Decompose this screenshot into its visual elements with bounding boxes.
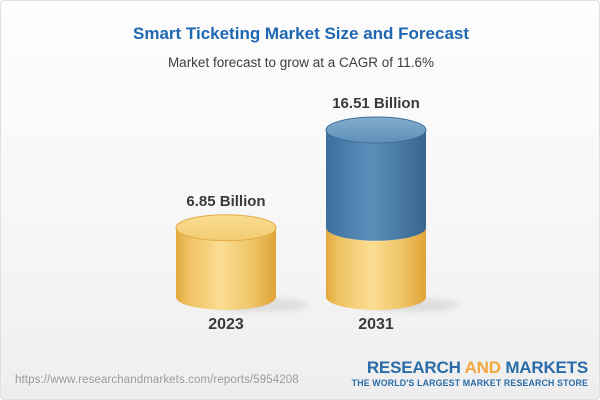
value-label-2023: 6.85 Billion	[186, 193, 266, 210]
year-label-2023: 2023	[208, 316, 244, 333]
researchandmarkets-logo: RESEARCH AND MARKETS THE WORLD'S LARGEST…	[351, 359, 589, 389]
year-label-2031: 2031	[358, 316, 394, 333]
logo-word-markets: MARKETS	[505, 358, 588, 378]
logo-tagline: THE WORLD'S LARGEST MARKET RESEARCH STOR…	[351, 378, 588, 389]
logo-word-research: RESEARCH	[366, 358, 461, 378]
chart-title: Smart Ticketing Market Size and Forecast	[132, 24, 470, 43]
value-label-2031: 16.51 Billion	[332, 95, 420, 112]
logo-word-and: AND	[464, 358, 501, 378]
logo-wordmark: RESEARCH AND MARKETS	[352, 359, 588, 376]
chart-subtitle: Market forecast to grow at a CAGR of 11.…	[167, 55, 435, 70]
source-url: https://www.researchandmarkets.com/repor…	[15, 374, 299, 386]
